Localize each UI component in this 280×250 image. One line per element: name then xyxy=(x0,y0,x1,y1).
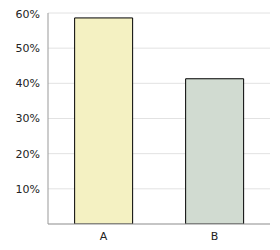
svg-text:40%: 40% xyxy=(16,77,40,90)
svg-text:30%: 30% xyxy=(16,112,40,125)
svg-text:50%: 50% xyxy=(16,42,40,55)
svg-text:B: B xyxy=(211,230,219,242)
svg-text:A: A xyxy=(100,230,108,242)
svg-text:10%: 10% xyxy=(16,183,40,196)
svg-text:20%: 20% xyxy=(16,148,40,161)
svg-text:60%: 60% xyxy=(16,8,40,21)
